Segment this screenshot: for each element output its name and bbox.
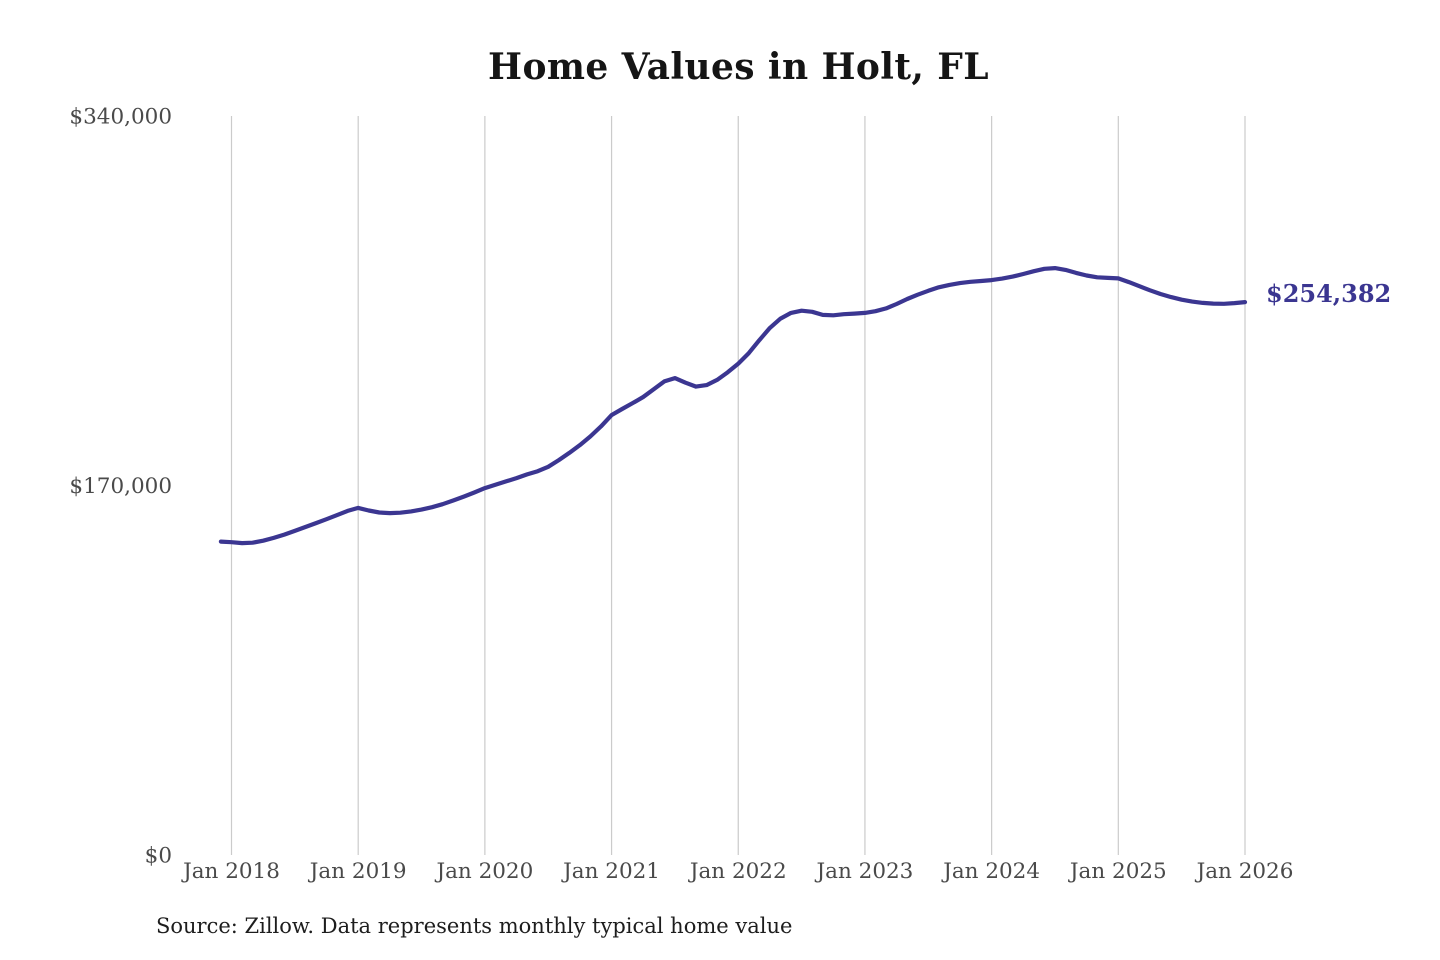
x-axis-tick-label: Jan 2019	[308, 859, 407, 884]
x-axis-tick-label: Jan 2022	[688, 859, 787, 884]
y-axis-tick-label: $340,000	[69, 105, 172, 130]
chart-title: Home Values in Holt, FL	[488, 46, 989, 88]
x-axis-tick-label: Jan 2021	[561, 859, 660, 884]
x-axis-tick-label: Jan 2020	[434, 859, 533, 884]
x-axis-tick-label: Jan 2024	[941, 859, 1040, 884]
x-axis-tick-label: Jan 2023	[815, 859, 914, 884]
x-axis-tick-label: Jan 2018	[181, 859, 280, 884]
y-axis-tick-label: $0	[145, 844, 172, 869]
source-note: Source: Zillow. Data represents monthly …	[156, 914, 793, 938]
y-axis-tick-label: $170,000	[69, 474, 172, 499]
x-axis-tick-label: Jan 2026	[1195, 859, 1294, 884]
latest-value-label: $254,382	[1266, 279, 1392, 308]
home-value-series-line	[218, 266, 1248, 546]
x-axis-tick-label: Jan 2025	[1068, 859, 1167, 884]
